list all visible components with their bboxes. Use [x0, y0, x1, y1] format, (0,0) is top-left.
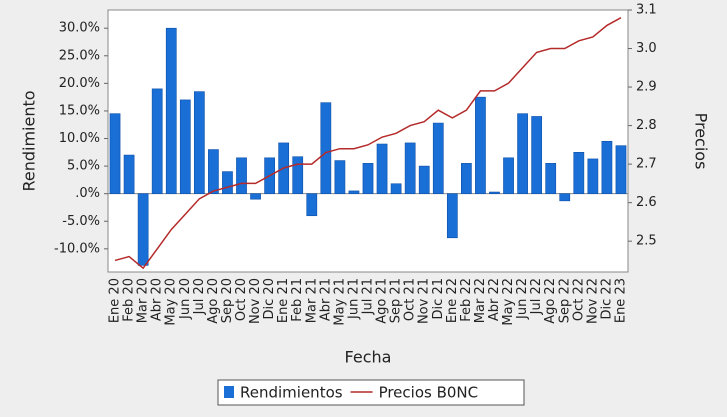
y2-axis-label: Precios [692, 113, 711, 170]
bar [376, 143, 388, 194]
line [114, 17, 622, 270]
legend: Rendimientos Precios B0NC [217, 379, 525, 406]
bar [151, 88, 163, 194]
x-tick-label: Ene 23 [613, 278, 628, 323]
legend-label: Precios B0NC [379, 384, 479, 402]
y-tick-label: 5.0% [67, 159, 100, 174]
x-tick-label: Ago 20 [206, 278, 221, 324]
y2-tick-label: 3.0 [636, 41, 657, 56]
x-tick-label: Abr 20 [150, 278, 165, 321]
bar [475, 96, 486, 194]
x-tick-label: Jun 22 [515, 278, 530, 320]
y2-tick-label: 2.8 [636, 118, 657, 133]
bar [432, 122, 444, 194]
x-tick-label: Ene 20 [108, 278, 123, 323]
y2-tick-label: 2.5 [636, 234, 657, 249]
x-axis-label: Fecha [345, 348, 392, 367]
x-tick-label: Jun 20 [178, 278, 193, 320]
y-tick-label: 30.0% [59, 21, 100, 36]
bar [503, 157, 514, 194]
y-tick-label: 20.0% [59, 76, 100, 91]
y-tick-label: -10.0% [54, 241, 100, 256]
bar [165, 27, 177, 194]
y2-tick-label: 2.7 [636, 157, 657, 172]
x-tick-label: Oct 22 [571, 278, 586, 321]
y-tick-label: 25.0% [59, 48, 100, 63]
x-tick-label: Oct 21 [403, 278, 418, 321]
x-tick-label: Oct 20 [234, 278, 249, 321]
x-tick-label: Ene 22 [445, 278, 460, 323]
x-tick-label: Jul 20 [192, 278, 207, 315]
x-tick-label: Dic 22 [599, 278, 614, 319]
x-tick-label: Nov 21 [417, 278, 432, 324]
bar [348, 190, 360, 194]
bar [123, 154, 135, 194]
x-tick-label: Sep 21 [389, 278, 404, 323]
bar [109, 113, 121, 194]
x-tick-label: Ago 21 [375, 278, 390, 324]
y2-tick-label: 2.6 [636, 195, 657, 210]
x-tick-label: Jun 21 [346, 278, 361, 320]
legend-swatch [224, 386, 234, 398]
x-tick-label: Mar 21 [304, 278, 319, 323]
y-axis-label: Rendimiento [20, 90, 39, 191]
bar [193, 91, 205, 194]
bar [489, 191, 500, 194]
bar [292, 156, 304, 194]
bar [545, 163, 557, 194]
x-tick-label: Sep 20 [220, 278, 235, 323]
bar [446, 193, 458, 239]
y-tick-label: 10.0% [59, 131, 100, 146]
x-tick-label: Feb 22 [459, 278, 474, 322]
bar [362, 163, 374, 194]
x-tick-label: Feb 20 [122, 278, 137, 322]
bar [306, 193, 318, 217]
x-tick-label: May 21 [332, 278, 347, 326]
y-tick-label: 15.0% [59, 103, 100, 118]
bar [517, 113, 528, 194]
bar [461, 163, 472, 194]
y2-tick-label: 2.9 [636, 80, 657, 95]
bar [418, 165, 430, 194]
x-tick-label: May 22 [501, 278, 516, 326]
x-tick-label: Nov 22 [585, 278, 600, 324]
x-tick-label: Jul 21 [361, 278, 376, 315]
x-tick-label: Dic 20 [262, 278, 277, 319]
x-tick-label: Mar 22 [473, 278, 488, 323]
bar [531, 116, 543, 194]
bar [320, 102, 332, 194]
y-tick-label: .0% [75, 186, 100, 201]
legend-label: Rendimientos [240, 384, 343, 402]
x-tick-label: Jul 22 [529, 278, 544, 315]
x-tick-label: Dic 21 [431, 278, 446, 319]
x-tick-label: Abr 21 [318, 278, 333, 321]
x-tick-label: Mar 20 [136, 278, 151, 323]
y-tick-label: -5.0% [62, 214, 100, 229]
bar [390, 183, 402, 194]
bar [404, 142, 416, 194]
bar [236, 157, 247, 194]
y2-tick-label: 3.1 [636, 3, 657, 18]
x-tick-label: May 20 [164, 278, 179, 326]
bar [573, 152, 585, 194]
x-tick-label: Feb 21 [290, 278, 305, 322]
bar [615, 145, 627, 194]
bar [208, 149, 219, 194]
x-tick-label: Ago 22 [543, 278, 558, 324]
x-tick-label: Abr 22 [487, 278, 502, 321]
bar [222, 171, 233, 194]
bar [334, 160, 346, 194]
bar [137, 193, 149, 266]
bar [601, 140, 613, 194]
x-tick-label: Ene 21 [276, 278, 291, 323]
bar [250, 193, 261, 200]
bar [587, 158, 599, 194]
x-tick-label: Nov 20 [248, 278, 263, 324]
x-tick-label: Sep 22 [557, 278, 572, 323]
bar [179, 99, 191, 194]
bar [559, 193, 571, 202]
